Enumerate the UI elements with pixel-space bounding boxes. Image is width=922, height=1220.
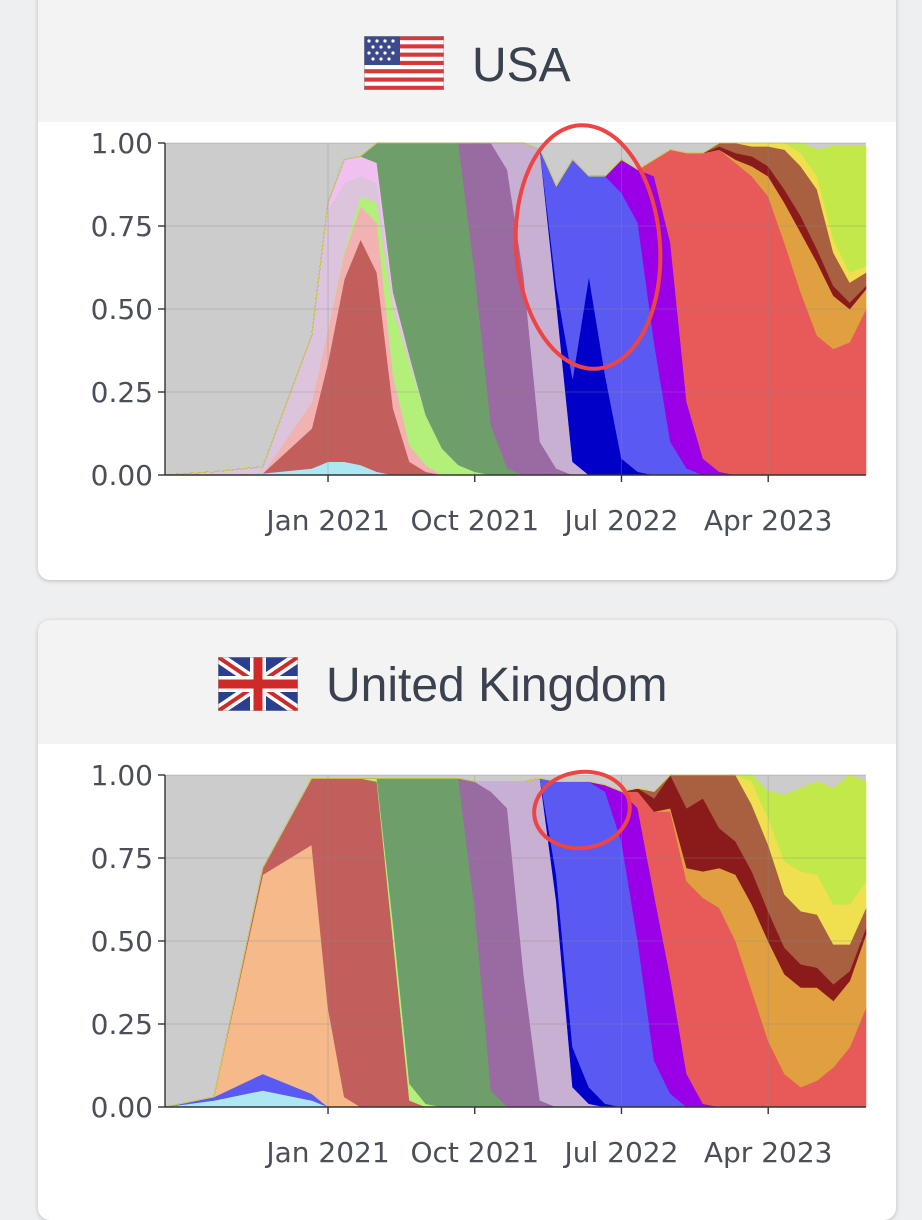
y-tick-label: 1.00 xyxy=(91,127,153,160)
chart-card-usa: USA 0.00 0.25 0.50 0.75 1.00 Jan 2021 Oct 2021… xyxy=(38,0,896,580)
chart-card-header: United Kingdom xyxy=(38,620,896,744)
y-tick-label: 0.25 xyxy=(91,1008,153,1041)
chart-title-uk: United Kingdom xyxy=(326,659,668,712)
y-tick-label: 0.75 xyxy=(91,210,153,243)
x-tick-label: Oct 2021 xyxy=(410,1136,539,1169)
x-tick-label: Apr 2023 xyxy=(704,504,833,537)
usa-flag-icon xyxy=(364,36,444,90)
x-tick-label: Apr 2023 xyxy=(704,1136,833,1169)
y-tick-label: 0.00 xyxy=(91,459,153,492)
chart-card-uk: United Kingdom 0.00 0.25 0.50 0.75 1.00 Jan 2… xyxy=(38,620,896,1220)
y-tick-label: 0.25 xyxy=(91,376,153,409)
x-tick-label: Oct 2021 xyxy=(410,504,539,537)
x-tick-label: Jan 2021 xyxy=(264,504,389,537)
x-tick-label: Jul 2022 xyxy=(562,1136,678,1169)
chart-card-header: USA xyxy=(38,0,896,122)
area-series-16 xyxy=(164,774,867,1108)
chart-title-usa: USA xyxy=(472,39,571,92)
y-tick-label: 0.75 xyxy=(91,842,153,875)
stacked-area-chart-usa: 0.00 0.25 0.50 0.75 1.00 Jan 2021 Oct 2021 Jul … xyxy=(91,123,867,537)
stacked-area-chart-uk: 0.00 0.25 0.50 0.75 1.00 Jan 2021 Oct 2021 Jul … xyxy=(91,759,867,1169)
x-tick-label: Jan 2021 xyxy=(264,1136,389,1169)
y-tick-label: 0.00 xyxy=(91,1091,153,1124)
area-series-17 xyxy=(164,142,867,476)
red-circle-annotation xyxy=(532,769,632,851)
y-tick-label: 0.50 xyxy=(91,925,153,958)
uk-flag-icon xyxy=(218,657,298,711)
y-tick-label: 0.50 xyxy=(91,293,153,326)
x-tick-label: Jul 2022 xyxy=(562,504,678,537)
y-tick-label: 1.00 xyxy=(91,759,153,792)
red-circle-annotation xyxy=(513,123,663,371)
